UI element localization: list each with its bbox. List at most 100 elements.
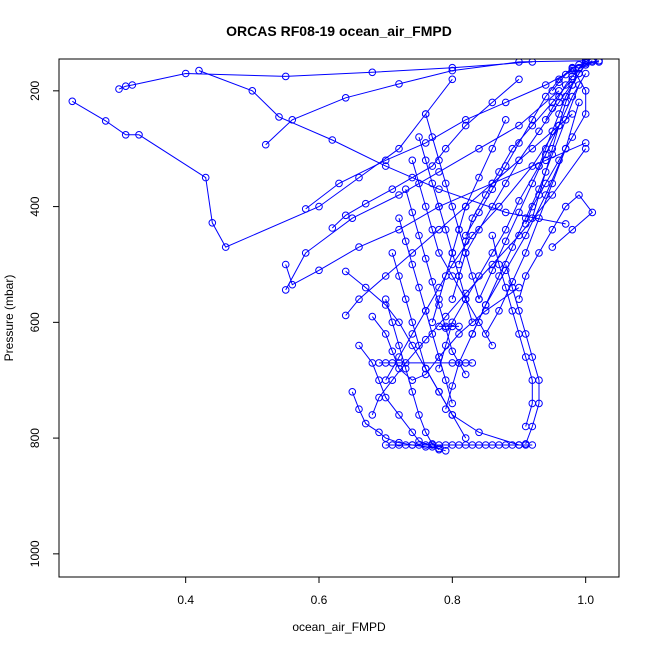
data-point bbox=[441, 376, 450, 385]
data-point bbox=[541, 156, 550, 165]
data-point bbox=[435, 283, 443, 292]
data-point bbox=[415, 411, 423, 419]
series-line-29 bbox=[471, 84, 580, 335]
data-point bbox=[101, 117, 110, 125]
data-point bbox=[501, 266, 510, 275]
data-point bbox=[415, 231, 423, 240]
series-line-35 bbox=[525, 67, 587, 225]
data-point bbox=[475, 208, 483, 217]
data-point bbox=[428, 162, 437, 170]
data-point bbox=[488, 266, 497, 275]
marker-layer bbox=[68, 59, 603, 455]
data-point bbox=[555, 78, 563, 86]
data-point bbox=[548, 104, 557, 112]
data-point bbox=[441, 272, 450, 280]
data-point bbox=[515, 156, 523, 165]
data-point bbox=[415, 341, 423, 350]
data-point bbox=[488, 98, 497, 107]
data-point bbox=[475, 272, 483, 280]
series-line-27 bbox=[458, 78, 573, 265]
data-point bbox=[501, 237, 510, 246]
data-point bbox=[541, 116, 550, 124]
data-point bbox=[581, 139, 590, 147]
data-point bbox=[461, 249, 470, 257]
data-point bbox=[488, 231, 497, 240]
data-point bbox=[435, 295, 443, 304]
data-point bbox=[381, 301, 390, 309]
data-point bbox=[408, 330, 417, 338]
data-point bbox=[561, 220, 570, 228]
series-line-11 bbox=[351, 391, 440, 449]
series-line-31 bbox=[485, 102, 580, 335]
y-tick-label: 800 bbox=[28, 428, 42, 448]
series-line-10 bbox=[345, 271, 520, 446]
data-point bbox=[335, 179, 343, 188]
data-point bbox=[561, 116, 570, 124]
data-point bbox=[508, 278, 517, 286]
data-point bbox=[488, 185, 497, 193]
data-point bbox=[388, 249, 397, 257]
data-point bbox=[461, 116, 470, 124]
y-tick-label: 600 bbox=[28, 312, 42, 332]
data-point bbox=[501, 179, 510, 188]
data-point bbox=[488, 341, 497, 350]
data-point bbox=[488, 179, 497, 188]
data-point bbox=[395, 353, 403, 361]
series-line-30 bbox=[478, 73, 587, 300]
data-point bbox=[401, 185, 410, 193]
data-point bbox=[381, 295, 390, 304]
data-point bbox=[501, 98, 510, 107]
data-point bbox=[461, 434, 470, 442]
data-point bbox=[461, 202, 470, 211]
data-point bbox=[435, 301, 443, 309]
series-line-24 bbox=[438, 165, 540, 369]
data-point bbox=[541, 168, 550, 176]
x-tick-label: 0.8 bbox=[444, 593, 461, 607]
data-point bbox=[435, 353, 443, 361]
data-point bbox=[355, 173, 363, 182]
data-point bbox=[541, 179, 550, 188]
data-point bbox=[421, 335, 430, 344]
data-point bbox=[288, 116, 297, 124]
data-point bbox=[561, 98, 570, 107]
data-point bbox=[528, 353, 537, 361]
data-point bbox=[581, 110, 590, 118]
data-point bbox=[488, 144, 497, 153]
data-point bbox=[408, 318, 417, 327]
data-point bbox=[455, 330, 463, 338]
data-point bbox=[395, 272, 403, 280]
data-point bbox=[501, 260, 510, 269]
data-point bbox=[221, 243, 230, 251]
data-point bbox=[348, 388, 357, 396]
data-point bbox=[448, 347, 457, 356]
y-axis: 200 400 600 800 1000 bbox=[28, 81, 60, 567]
data-point bbox=[421, 370, 430, 379]
data-point bbox=[475, 173, 483, 182]
data-point bbox=[461, 289, 470, 298]
series-line-5 bbox=[285, 142, 586, 286]
data-point bbox=[361, 283, 370, 292]
data-point bbox=[408, 156, 417, 165]
data-point bbox=[401, 364, 410, 373]
data-point bbox=[535, 376, 543, 385]
data-point bbox=[568, 110, 577, 118]
data-point bbox=[415, 133, 423, 141]
y-tick-label: 200 bbox=[28, 81, 42, 101]
data-point bbox=[448, 411, 457, 419]
series-line-18 bbox=[398, 218, 453, 404]
data-point bbox=[468, 330, 477, 338]
data-point bbox=[468, 359, 477, 367]
data-point bbox=[355, 295, 363, 304]
data-point bbox=[488, 202, 497, 211]
data-point bbox=[395, 359, 403, 367]
data-point bbox=[408, 208, 417, 217]
data-point bbox=[421, 139, 430, 147]
data-point bbox=[495, 272, 503, 280]
data-point bbox=[535, 399, 543, 408]
data-point bbox=[448, 66, 457, 75]
data-point bbox=[595, 59, 603, 66]
data-point bbox=[535, 127, 543, 136]
series-line-23 bbox=[431, 119, 507, 323]
data-point bbox=[508, 144, 517, 153]
